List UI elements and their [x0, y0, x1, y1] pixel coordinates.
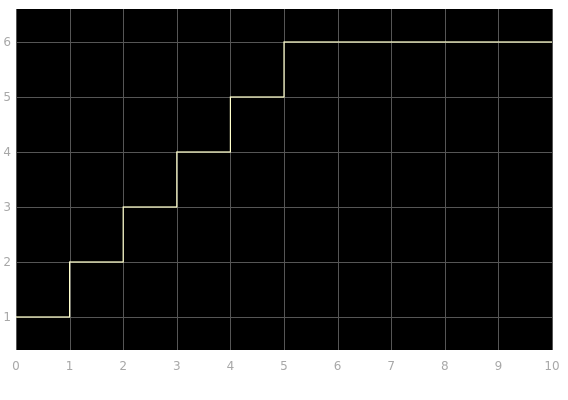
x-tick-label: 1: [66, 359, 74, 373]
y-tick-label: 4: [3, 145, 11, 159]
x-tick-label: 0: [12, 359, 20, 373]
y-tick-label: 5: [3, 90, 11, 104]
grid: [16, 9, 553, 350]
y-axis-ticks: 1 2 3 4 5 6: [3, 35, 11, 324]
y-tick-label: 6: [3, 35, 11, 49]
y-tick-label: 1: [3, 310, 11, 324]
x-tick-label: 4: [227, 359, 235, 373]
y-tick-label: 2: [3, 255, 11, 269]
x-tick-label: 9: [495, 359, 503, 373]
x-tick-label: 2: [119, 359, 127, 373]
y-tick-label: 3: [3, 200, 11, 214]
x-axis-ticks: 0 1 2 3 4 5 6 7 8 9 10: [12, 359, 559, 373]
x-tick-label: 6: [334, 359, 342, 373]
x-tick-label: 7: [387, 359, 395, 373]
x-tick-label: 5: [280, 359, 288, 373]
x-tick-label: 8: [441, 359, 449, 373]
x-tick-label: 10: [544, 359, 559, 373]
series-layer: [16, 41, 552, 318]
x-tick-label: 3: [173, 359, 181, 373]
series-line: [16, 41, 552, 318]
